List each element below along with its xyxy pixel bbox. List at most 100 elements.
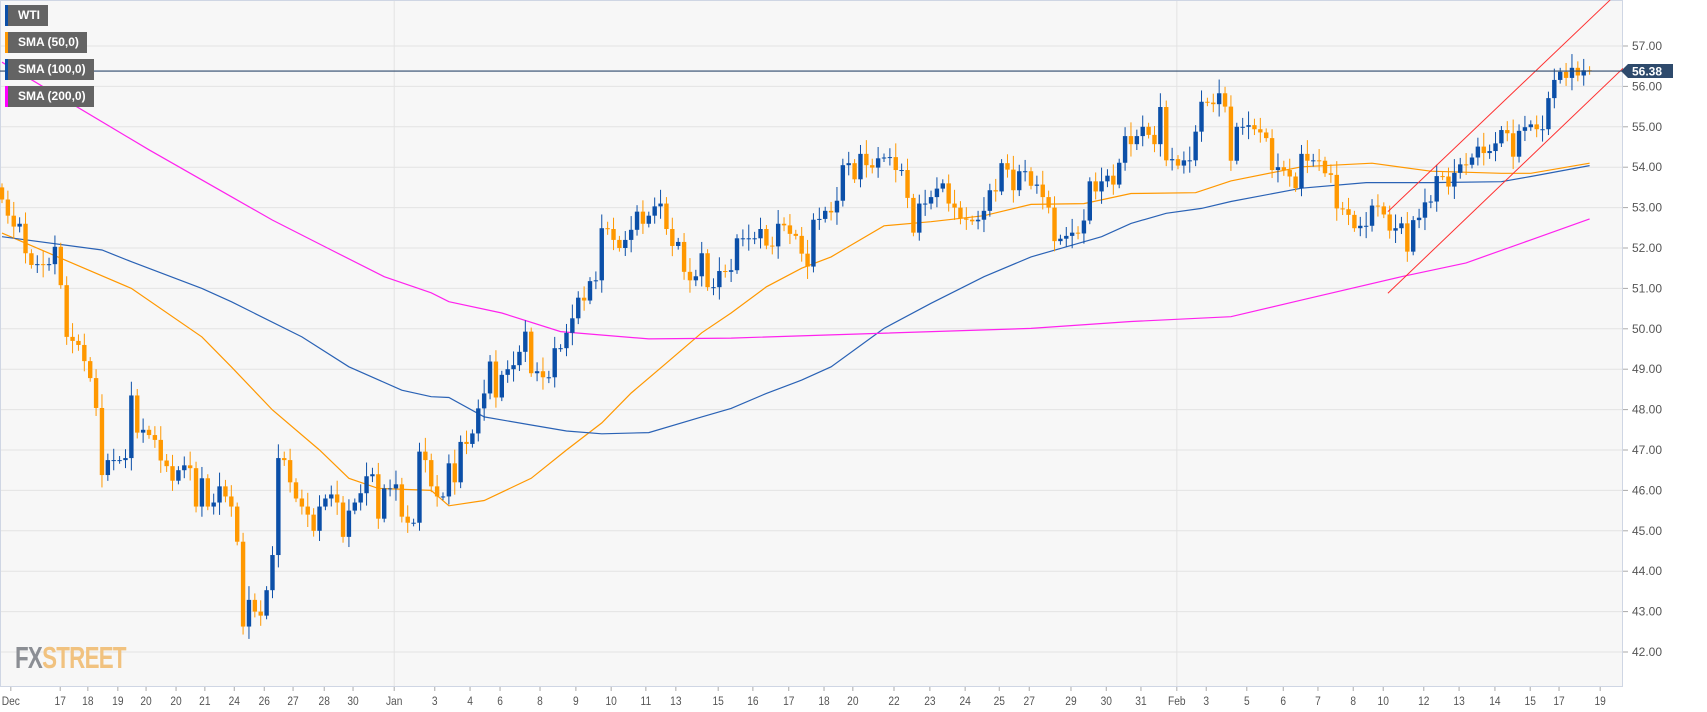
candle [1387,205,1392,239]
candle [987,183,993,217]
candle-body [623,239,628,248]
candle-body [1469,157,1475,165]
candle-body [11,215,16,227]
legend-item[interactable]: SMA (100,0) [5,59,94,80]
candle-body [1369,205,1375,226]
legend-item[interactable]: SMA (50,0) [5,32,87,53]
candle-body [246,599,252,627]
candle-body [905,170,910,198]
candle-body [1522,127,1528,131]
candle-body [540,371,546,378]
candle [687,258,693,293]
legend-label: SMA (200,0) [18,89,86,103]
candle [452,449,457,495]
y-tick-label: 45.00 [1632,524,1662,538]
candle [135,388,140,439]
candle-body [511,365,516,370]
logo-street: STREET [42,640,126,675]
candle-body [323,498,328,507]
candle-body [1211,102,1216,105]
candle [140,418,146,443]
candle [187,451,193,481]
candle-body [1046,197,1051,208]
legend-label: SMA (100,0) [18,62,86,76]
candle-body [487,361,493,394]
candle-body [770,245,775,247]
candle [1546,91,1551,136]
candle [858,144,863,188]
candle [1358,216,1363,237]
candle [40,250,46,278]
candle-body [693,276,699,281]
y-tick-label: 53.00 [1632,201,1662,215]
candle-body [458,441,463,483]
candle [817,207,822,230]
x-tick-label: 19 [112,695,123,708]
candle-body [981,210,987,220]
candle-body [734,238,740,271]
candle [617,235,622,252]
candle-body [805,253,810,267]
candle-body [970,219,975,222]
candle [1452,159,1457,199]
candle-body [1434,176,1439,202]
candle-body [1540,129,1545,131]
legend-color-swatch [5,5,8,26]
x-tick-label: 15 [713,695,724,708]
candle [917,194,922,241]
candle-body [1069,232,1075,236]
candle-body [887,157,893,159]
legend-item[interactable]: SMA (200,0) [5,86,94,107]
candle [299,489,305,515]
candle [752,231,757,245]
candle [623,231,628,256]
candle [440,492,446,501]
candle-body [1022,171,1028,173]
candle [1440,172,1445,181]
candle [499,370,504,402]
candle-body [111,460,116,462]
candle-body [823,210,828,219]
candle-body [70,336,75,341]
candle [17,217,22,233]
candle [576,291,581,325]
candle-body [1399,223,1404,229]
candle [534,362,540,382]
candle-body [1064,235,1069,239]
candle [1234,122,1239,165]
candle-body [52,246,58,265]
candle [1334,161,1339,221]
candle-body [1322,160,1328,174]
candle [223,479,228,503]
candle-body [1040,184,1045,198]
legend-item[interactable]: WTI [5,5,48,26]
candle [129,381,134,471]
candle [728,258,734,283]
candle [88,357,93,382]
candle [123,449,128,469]
candle [1158,93,1163,157]
candle-body [317,506,322,531]
x-tick-label: 13 [670,695,681,708]
candle [1369,199,1375,232]
candle-body [1546,98,1551,130]
candle-body [417,451,422,523]
candle [1375,194,1381,217]
candle [429,453,434,493]
candle-body [752,238,757,240]
candle-body [299,498,305,507]
candle-body [552,348,557,378]
candle [458,435,463,489]
candle [199,466,205,517]
candle [1081,209,1087,244]
candle [1187,146,1192,173]
candle [922,189,928,216]
candle [1117,158,1122,189]
candle-body [999,163,1004,192]
candle [852,159,857,183]
candle-body [305,506,310,515]
x-tick-label: 27 [287,695,298,708]
candle [781,217,787,232]
candle-body [135,395,140,433]
x-tick-label: 3 [1203,695,1209,708]
